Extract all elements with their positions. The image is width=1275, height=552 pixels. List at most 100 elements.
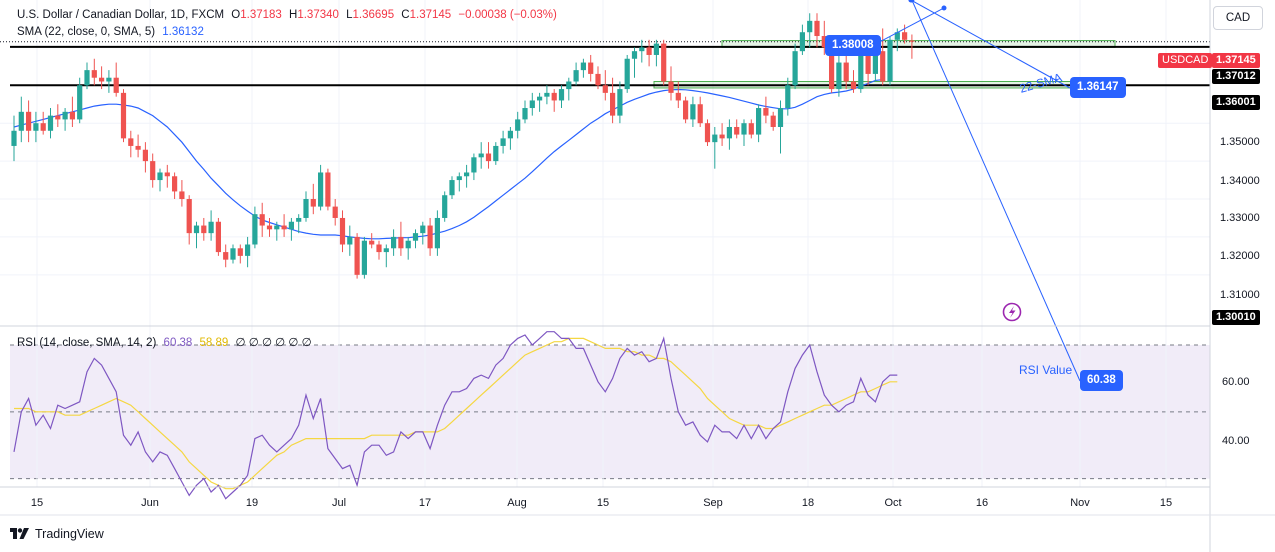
candles: [11, 13, 915, 279]
x-tick-label: Oct: [884, 497, 902, 509]
candle-body: [493, 145, 499, 162]
rsi-legend-label: RSI (14, close, SMA, 14, 2): [17, 337, 157, 349]
level3-price-tag: 1.30010: [1212, 310, 1260, 325]
candle-body: [434, 217, 440, 249]
candle-body: [142, 149, 148, 162]
candle-body: [91, 70, 97, 78]
candle-body: [843, 62, 849, 82]
rsi-tick-label: 40.00: [1222, 435, 1250, 447]
candle-body: [420, 225, 426, 234]
candle-body: [529, 100, 535, 109]
candle-body: [237, 248, 243, 256]
y-tick-label: 1.31000: [1220, 289, 1260, 301]
rsi-ma-line: [14, 337, 898, 490]
high-point-marker: [941, 5, 947, 11]
candle-body: [55, 115, 61, 120]
candle-body: [201, 225, 207, 234]
candle-body: [902, 32, 908, 40]
candle-body: [310, 199, 316, 207]
sma-legend-label: SMA (22, close, 0, SMA, 5): [17, 26, 156, 38]
candle-body: [894, 32, 900, 40]
currency-button[interactable]: CAD: [1213, 6, 1263, 30]
candle-body: [690, 104, 696, 120]
x-tick-label: 19: [245, 497, 259, 509]
candle-body: [164, 172, 170, 177]
candle-body: [602, 85, 608, 93]
candle-body: [325, 172, 331, 207]
sma-line: [13, 79, 883, 240]
ohlc-open: O1.37183: [231, 9, 282, 21]
candle-body: [887, 39, 893, 82]
candle-body: [507, 130, 513, 139]
candle-body: [84, 70, 90, 86]
rsi-band: [10, 344, 1210, 480]
candle-body: [391, 236, 397, 249]
candle-body: [40, 123, 46, 131]
x-tick-label: Aug: [507, 497, 527, 509]
candle-body: [186, 199, 192, 234]
candle-body: [179, 191, 185, 200]
candle-body: [296, 217, 302, 222]
last-price-tag: 1.37145: [1212, 53, 1260, 68]
price-legend[interactable]: U.S. Dollar / Canadian Dollar, 1D, FXCM …: [17, 9, 561, 21]
candle-body: [566, 81, 572, 90]
sma-callout: 1.36147: [1070, 77, 1126, 98]
rsi-legend[interactable]: RSI (14, close, SMA, 14, 2) 60.38 58.89 …: [17, 335, 316, 349]
candle-body: [522, 108, 528, 120]
tradingview-logo[interactable]: TradingView: [10, 527, 104, 541]
candle-body: [661, 43, 667, 82]
ohlc-low: L1.36695: [346, 9, 395, 21]
bolt-icon[interactable]: [1002, 302, 1022, 322]
candle-body: [442, 195, 448, 218]
high-callout: 1.38008: [825, 35, 881, 56]
level1-price-tag: 1.37012: [1212, 69, 1260, 84]
candle-body: [807, 20, 813, 33]
candle-body: [756, 108, 762, 135]
candle-body: [704, 123, 711, 143]
y-tick-label: 1.34000: [1220, 175, 1260, 187]
candle-body: [11, 130, 17, 146]
candle-body: [595, 73, 601, 86]
candle-body: [128, 138, 134, 146]
sma-callout-connector: [910, 0, 1071, 89]
candle-body: [485, 153, 492, 162]
rsi-legend-extra: ∅ ∅ ∅ ∅ ∅ ∅: [235, 337, 312, 349]
candle-body: [274, 225, 280, 230]
candle-body: [266, 225, 273, 230]
candle-body: [712, 134, 718, 143]
candle-body: [354, 236, 360, 275]
x-tick-label: 18: [801, 497, 815, 509]
candle-body: [332, 206, 338, 218]
candle-body: [464, 172, 470, 177]
candle-body: [763, 108, 769, 116]
candle-body: [427, 225, 433, 249]
x-tick-label: 15: [1159, 497, 1173, 509]
x-tick-label: 15: [596, 497, 610, 509]
candle-body: [120, 92, 127, 139]
tradingview-logo-icon: [10, 528, 29, 539]
candle-body: [829, 47, 835, 90]
sma-legend[interactable]: SMA (22, close, 0, SMA, 5) 1.36132: [17, 26, 208, 38]
symbol-title[interactable]: U.S. Dollar / Canadian Dollar, 1D, FXCM: [17, 9, 225, 21]
x-tick-label: Nov: [1070, 497, 1090, 509]
candle-body: [544, 92, 550, 97]
candle-body: [245, 244, 251, 256]
candle-body: [150, 161, 156, 181]
brand-name: TradingView: [35, 527, 104, 541]
candle-body: [252, 214, 258, 245]
candle-body: [99, 77, 105, 82]
candle-body: [719, 134, 725, 139]
candle-body: [26, 111, 32, 131]
candle-body: [223, 252, 229, 260]
x-tick-label: 17: [418, 497, 432, 509]
candle-body: [47, 115, 54, 131]
rsi-tick-label: 60.00: [1222, 376, 1250, 388]
candle-body: [288, 221, 294, 230]
candle-body: [741, 123, 747, 135]
annotation-lines: [869, 0, 1081, 382]
x-tick-label: 16: [975, 497, 989, 509]
candle-body: [33, 123, 39, 131]
candle-body: [18, 111, 24, 131]
candle-body: [361, 240, 367, 275]
